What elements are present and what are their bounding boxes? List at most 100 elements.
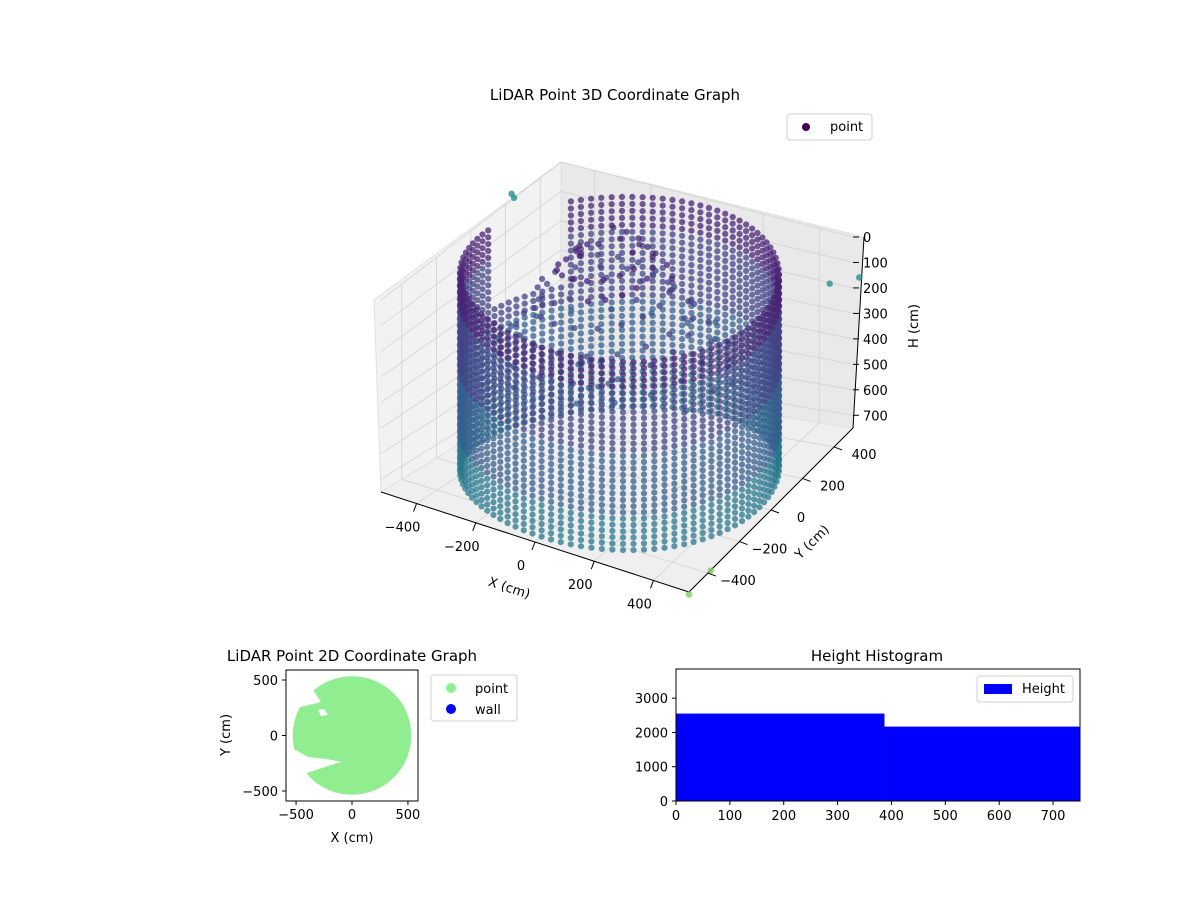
data-point: [508, 190, 515, 197]
data-point: [716, 448, 723, 455]
data-point: [649, 312, 656, 319]
data-point: [697, 263, 704, 270]
data-point: [497, 369, 504, 376]
data-point: [484, 418, 491, 425]
data-point: [538, 407, 545, 414]
data-point: [473, 415, 480, 422]
data-point: [743, 254, 750, 261]
data-point: [722, 318, 729, 325]
data-point: [751, 490, 758, 497]
data-point: [745, 444, 752, 451]
data-point: [640, 402, 648, 409]
data-point: [731, 346, 739, 353]
data-point: [640, 421, 648, 428]
data-point: [697, 250, 704, 257]
data-point: [639, 249, 646, 256]
data-point: [598, 271, 605, 279]
data-point: [716, 504, 723, 511]
data-point: [520, 375, 527, 382]
data-point: [714, 261, 721, 268]
data-point: [588, 216, 595, 223]
data-point: [478, 477, 485, 484]
data-point: [588, 525, 595, 533]
data-point: [548, 511, 555, 518]
data-point: [639, 284, 646, 291]
y-tick-label: 0: [270, 730, 278, 745]
data-point: [697, 256, 704, 264]
data-point: [754, 308, 761, 316]
data-point: [690, 444, 697, 452]
data-point: [608, 271, 615, 278]
data-point: [751, 446, 758, 453]
data-point: [651, 483, 658, 490]
data-point: [745, 438, 752, 445]
data-point: [548, 435, 555, 442]
data-point: [484, 411, 491, 418]
data-point: [484, 488, 491, 495]
data-point: [513, 296, 520, 303]
data-point: [484, 437, 491, 444]
data-point: [714, 248, 721, 255]
data-point: [681, 491, 688, 498]
data-point: [567, 409, 574, 416]
data-point: [478, 496, 485, 504]
data-point: [520, 482, 527, 490]
data-point: [577, 461, 585, 468]
data-point: [588, 258, 595, 266]
data-point: [598, 321, 605, 328]
data-point: [557, 469, 564, 476]
data-point: [705, 238, 713, 245]
data-point: [505, 299, 512, 306]
data-point: [640, 446, 648, 453]
data-point: [588, 475, 595, 482]
data-point: [708, 526, 715, 534]
data-point: [659, 216, 666, 223]
data-point: [756, 478, 763, 486]
data-point: [669, 224, 676, 231]
data-point: [548, 347, 555, 354]
data-point: [738, 398, 746, 405]
data-point: [749, 245, 756, 252]
data-point: [681, 509, 688, 517]
data-point: [577, 423, 585, 430]
data-point: [659, 230, 666, 237]
data-point: [661, 438, 668, 445]
data-point: [651, 414, 658, 421]
data-point: [583, 353, 590, 360]
data-point: [630, 521, 637, 529]
data-point: [538, 344, 545, 351]
data-point: [736, 257, 743, 264]
data-point: [681, 534, 688, 542]
data-point: [588, 315, 595, 322]
data-point: [478, 420, 485, 427]
data-point: [529, 398, 536, 405]
data-point: [640, 496, 648, 503]
data-point: [751, 414, 758, 421]
data-point: [557, 419, 564, 426]
data-point: [743, 281, 750, 288]
data-point: [731, 365, 739, 372]
data-point: [745, 400, 752, 407]
data-point: [688, 200, 695, 207]
3d-legend-box: [786, 113, 873, 141]
data-point: [459, 285, 466, 292]
data-point: [671, 461, 678, 468]
data-point: [629, 340, 636, 347]
data-point: [630, 377, 637, 384]
data-point: [639, 194, 646, 201]
data-point: [756, 491, 763, 498]
data-point: [690, 501, 697, 508]
data-point: [749, 278, 756, 285]
data-point: [743, 248, 750, 255]
data-point: [609, 502, 616, 509]
data-point: [619, 427, 627, 435]
data-point: [661, 406, 668, 414]
data-point: [716, 373, 723, 380]
data-point: [490, 390, 497, 397]
3d-z-axis-label: H (cm): [907, 304, 922, 348]
data-point: [520, 337, 527, 344]
y-tick-label: 500: [253, 674, 278, 689]
data-point: [608, 208, 615, 215]
2d-x-axis-label: X (cm): [331, 831, 374, 846]
data-point: [738, 436, 746, 443]
